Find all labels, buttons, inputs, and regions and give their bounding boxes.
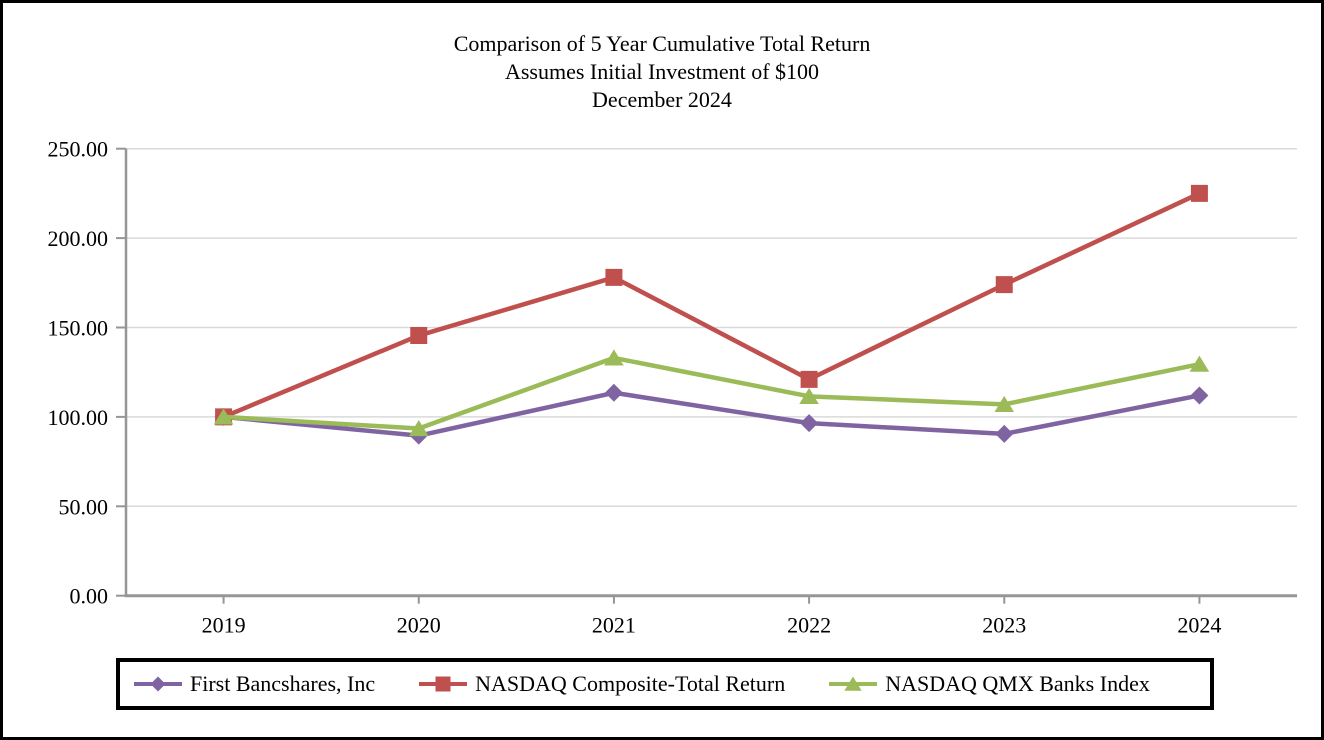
- data-point-2-2024: [1189, 355, 1210, 372]
- data-point-0-2022: [800, 414, 819, 433]
- series-line-2: [223, 355, 1200, 431]
- data-point-1-2023: [995, 276, 1013, 294]
- legend-marker-diamond-icon: [134, 676, 182, 692]
- data-point-2-2023: [994, 395, 1015, 413]
- legend-marker-square-icon: [419, 676, 468, 692]
- y-tick-label: 0.00: [70, 584, 109, 609]
- x-tick-label: 2021: [592, 613, 636, 638]
- y-tick-label: 200.00: [48, 226, 109, 251]
- data-point-0-2023: [995, 424, 1014, 443]
- chart-date-label: December 2024: [592, 87, 732, 112]
- y-tick-label: 100.00: [48, 405, 109, 430]
- legend-label: NASDAQ QMX Banks Index: [885, 671, 1150, 696]
- data-point-1-2022: [800, 370, 818, 388]
- data-point-0-2021: [604, 383, 623, 402]
- data-point-1-2020: [410, 327, 428, 345]
- y-tick-label: 150.00: [48, 316, 109, 341]
- legend-marker-triangle-icon: [829, 676, 878, 691]
- data-point-2-2020: [408, 420, 429, 437]
- legend: First Bancshares, Inc NASDAQ Composite-T…: [116, 658, 1214, 710]
- x-tick-label: 2023: [982, 613, 1026, 638]
- series-line-1: [222, 191, 1201, 419]
- data-point-0-2024: [1190, 386, 1209, 405]
- chart-subtitle: Assumes Initial Investment of $100: [504, 59, 820, 84]
- chart-title-block: Comparison of 5 Year Cumulative Total Re…: [3, 30, 1321, 114]
- chart-title: Comparison of 5 Year Cumulative Total Re…: [453, 31, 871, 56]
- x-tick-label: 2020: [397, 613, 441, 638]
- data-point-2-2021: [604, 349, 624, 366]
- data-point-1-2021: [605, 268, 623, 286]
- legend-label: NASDAQ Composite-Total Return: [475, 671, 786, 696]
- data-point-2-2019: [213, 408, 234, 425]
- data-point-2-2022: [799, 387, 819, 404]
- y-tick-label: 50.00: [59, 494, 109, 519]
- legend-item-nasdaq-composite: NASDAQ Composite-Total Return: [419, 671, 785, 697]
- legend-item-first-bancshares: First Bancshares, Inc: [134, 671, 375, 697]
- x-tick-label: 2019: [202, 613, 246, 638]
- series-line-0: [223, 390, 1200, 438]
- x-tick-label: 2024: [1177, 613, 1221, 638]
- x-tick-label: 2022: [787, 613, 831, 638]
- y-tick-label: 250.00: [48, 137, 109, 162]
- chart-plot-area: 0.00 50.00 100.00 150.00 200.00 250.00 2019 202…: [48, 137, 1297, 638]
- legend-item-nasdaq-qmx-banks: NASDAQ QMX Banks Index: [829, 671, 1150, 697]
- data-point-1-2024: [1190, 184, 1208, 202]
- legend-label: First Bancshares, Inc: [190, 671, 376, 696]
